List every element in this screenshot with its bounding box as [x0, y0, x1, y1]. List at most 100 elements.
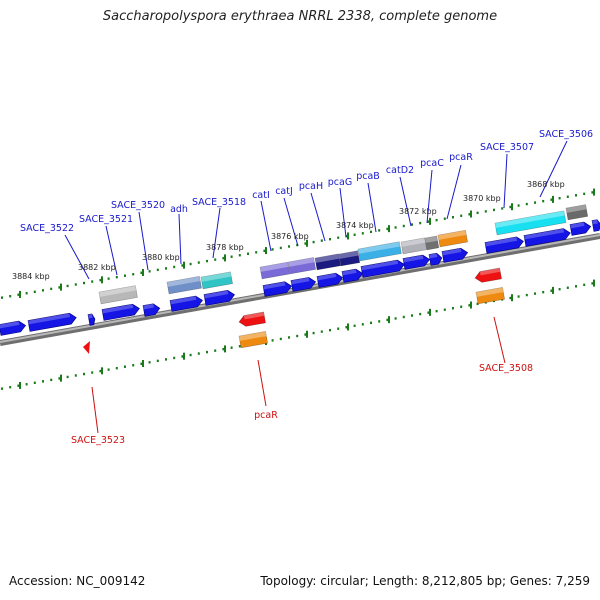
cds-forward-15[interactable] [441, 247, 469, 263]
tick-dot [1, 296, 3, 299]
tick-dot [534, 292, 536, 295]
tick-dot [583, 192, 586, 196]
forward-gene-label-9: pcaG [328, 177, 352, 188]
tick-mark [60, 283, 62, 291]
tick-dot [33, 381, 36, 384]
gene-block-2[interactable] [166, 275, 202, 295]
tick-dot [132, 364, 135, 367]
tick-dot [99, 369, 102, 373]
tick-dot [534, 201, 536, 204]
tick-mark [388, 225, 390, 233]
tick-dot [312, 331, 315, 335]
tick-dot [189, 262, 192, 266]
tick-dot [140, 271, 143, 274]
tick-dot [50, 287, 53, 291]
gene-block-5[interactable] [287, 257, 316, 275]
cds-reverse-pcaR[interactable] [238, 311, 266, 327]
tick-mark [388, 316, 390, 324]
cds-forward-8[interactable] [262, 281, 293, 297]
tick-dot [542, 290, 545, 294]
gene-block-8[interactable] [357, 241, 402, 262]
tick-dot [370, 321, 372, 325]
tick-dot [509, 205, 512, 209]
tick-mark [101, 276, 103, 284]
tick-dot [288, 245, 290, 248]
coord-label-8: 3870 kbp [463, 194, 501, 203]
tick-dot [550, 198, 553, 201]
tick-dot [484, 210, 487, 213]
cds-forward-6[interactable] [169, 295, 203, 312]
gene-block-12[interactable] [494, 210, 567, 236]
gene-block-9[interactable] [400, 237, 428, 255]
tick-dot [460, 305, 463, 308]
cds-forward-9[interactable] [290, 276, 317, 292]
cds-forward-10[interactable] [316, 272, 344, 288]
tick-mark [19, 290, 21, 298]
tick-dot [419, 221, 422, 225]
gene-block-pcaR[interactable] [238, 331, 268, 349]
tick-dot [66, 375, 69, 379]
forward-gene-label-15: SACE_3506 [539, 129, 593, 140]
tick-dot [575, 285, 577, 288]
gene-block-3[interactable] [200, 271, 233, 290]
tick-dot [394, 317, 397, 320]
forward-gene-label-10: pcaB [356, 171, 380, 182]
tick-mark [593, 188, 595, 196]
gene-block-SACE_3508[interactable] [475, 287, 505, 305]
tick-dot [320, 239, 323, 242]
tick-dot [435, 309, 438, 313]
tick-dot [271, 248, 274, 251]
cds-forward-7[interactable] [203, 289, 235, 306]
gene-block-10[interactable] [424, 235, 440, 251]
tick-dot [558, 288, 561, 291]
tick-dot [542, 199, 545, 203]
cds-forward-12[interactable] [360, 259, 405, 278]
cds-forward-14[interactable] [428, 252, 443, 266]
tick-dot [517, 204, 520, 207]
cds-forward-18[interactable] [569, 221, 592, 236]
coord-label-2: 3882 kbp [78, 263, 116, 272]
cds-forward-11[interactable] [341, 268, 364, 283]
cds-reverse-SACE_3523[interactable] [83, 341, 90, 354]
tick-dot [509, 296, 512, 300]
tick-dot [83, 372, 85, 376]
tick-dot [197, 352, 200, 355]
tick-dot [74, 374, 77, 377]
tick-row-lower [1, 279, 595, 390]
cds-forward-4[interactable] [101, 303, 140, 321]
tick-dot [9, 385, 12, 389]
cds-forward-1[interactable] [0, 320, 27, 336]
tick-dot [353, 324, 356, 327]
forward-gene-label-12: pcaC [420, 158, 444, 169]
gene-block-7[interactable] [338, 250, 361, 267]
cds-forward-17[interactable] [523, 228, 571, 247]
tick-mark [470, 301, 472, 309]
tick-mark [224, 345, 226, 353]
gene-block-11[interactable] [437, 229, 468, 248]
cds-forward-19[interactable] [591, 219, 600, 232]
tick-dot [181, 264, 184, 267]
cds-forward-16[interactable] [484, 236, 524, 254]
tick-dot [115, 275, 118, 279]
tick-mark [593, 279, 595, 287]
cds-forward-5[interactable] [142, 303, 161, 317]
feature-labels: 3884 kbp 3882 kbp 3880 kbp 3878 kbp 3876 kbp… [12, 129, 593, 446]
tick-dot [148, 270, 151, 273]
map-title: Saccharopolyspora erythraea NRRL 2338, c… [102, 9, 498, 24]
tick-dot [427, 311, 430, 314]
gene-block-6[interactable] [314, 253, 342, 271]
gene-block-1[interactable] [98, 285, 138, 305]
gene-block-4[interactable] [259, 261, 290, 280]
cds-forward-3[interactable] [87, 313, 96, 326]
tick-dot [402, 315, 405, 319]
cds-forward-2[interactable] [27, 312, 77, 332]
gene-block-13[interactable] [565, 204, 589, 221]
tick-dot [50, 378, 53, 382]
tick-dot [575, 194, 577, 197]
tick-mark [60, 374, 62, 382]
tick-dot [566, 195, 569, 198]
tick-dot [25, 292, 28, 295]
cds-reverse-SACE_3508[interactable] [474, 267, 502, 283]
cds-forward-13[interactable] [402, 254, 431, 270]
